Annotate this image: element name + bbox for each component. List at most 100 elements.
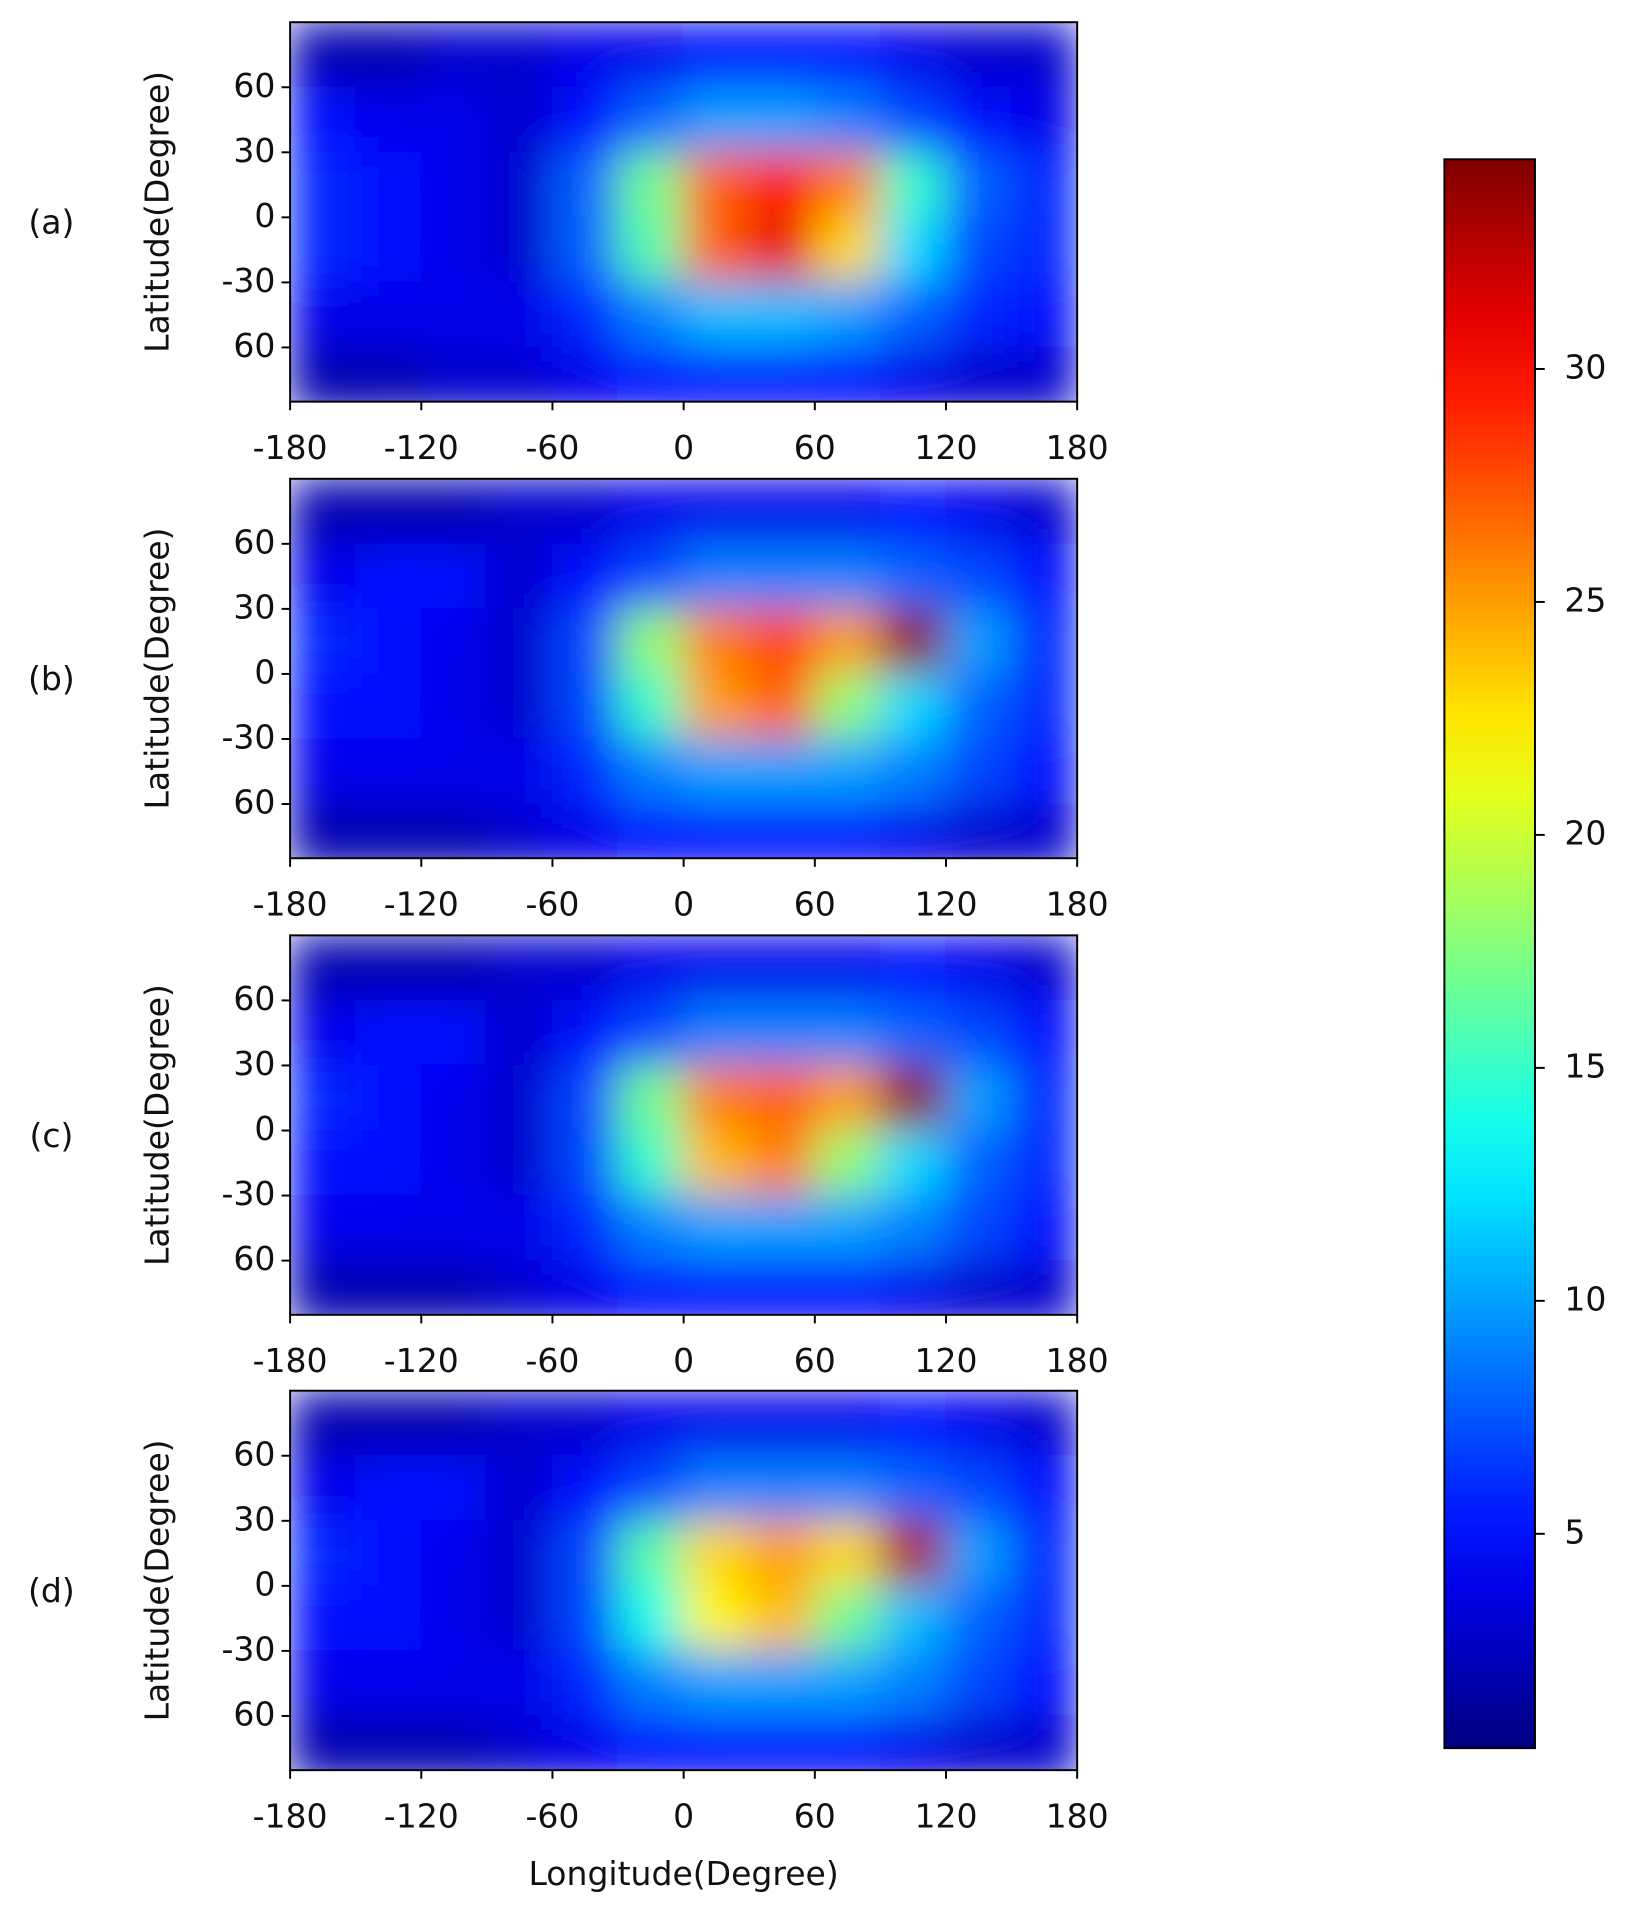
heatmap-cell: [748, 543, 816, 610]
heatmap-cell: [355, 1194, 422, 1262]
heatmap-cell: [748, 346, 816, 402]
y-tick-label: 60: [233, 979, 275, 1018]
heatmap-cell: [879, 673, 947, 740]
heatmap-cell: [486, 1585, 554, 1652]
heatmap-cell: [683, 1064, 750, 1132]
heatmap-cell: [683, 1390, 750, 1457]
heatmap-cell: [551, 673, 619, 740]
heatmap-cell: [1010, 543, 1078, 610]
heatmap-cell: [814, 216, 882, 284]
heatmap-cell: [617, 1129, 685, 1197]
heatmap-cell: [683, 1455, 750, 1522]
heatmap-clip: [290, 1390, 1078, 1771]
heatmap: [290, 935, 1078, 1315]
heatmap-cell: [814, 151, 882, 218]
heatmap-cell: [420, 608, 488, 675]
heatmap-cell: [290, 1455, 357, 1522]
heatmap-cell: [683, 673, 750, 740]
heatmap-cell: [683, 1650, 750, 1717]
heatmap-cell: [879, 999, 947, 1067]
heatmap-cell: [879, 1194, 947, 1262]
heatmap-cell: [551, 1390, 619, 1457]
x-tick-label: 60: [794, 1341, 836, 1380]
heatmap-cell: [486, 608, 554, 675]
heatmap-cell: [879, 1715, 947, 1771]
heatmap-cell: [551, 935, 619, 1002]
heatmap-cell: [1010, 1650, 1078, 1717]
heatmap-cell: [617, 1194, 685, 1262]
panel-label: (b): [28, 659, 75, 698]
heatmap-cell: [486, 1520, 554, 1587]
heatmap-cell: [420, 1715, 488, 1771]
heatmap-cell: [355, 1129, 422, 1197]
heatmap-cell: [748, 1259, 816, 1315]
heatmap-cell: [617, 22, 685, 88]
x-tick-label: 60: [794, 428, 836, 467]
heatmap-cell: [748, 1520, 816, 1587]
heatmap-cell: [551, 543, 619, 610]
heatmap-cell: [814, 1129, 882, 1197]
heatmap-cell: [945, 935, 1013, 1002]
heatmap-cell: [551, 151, 619, 218]
panel-label: (c): [29, 1116, 73, 1155]
y-tick-label: 30: [233, 131, 275, 170]
heatmap-cell: [617, 1585, 685, 1652]
heatmap-cell: [420, 738, 488, 805]
y-tick-label: -30: [221, 1174, 275, 1213]
x-tick-label: -60: [525, 884, 579, 923]
x-tick-label: 0: [673, 1796, 694, 1835]
heatmap-cell: [879, 151, 947, 218]
heatmap-cell: [420, 281, 488, 349]
heatmap-cell: [290, 1194, 357, 1262]
x-tick-label: 60: [794, 1796, 836, 1835]
heatmap-cell: [814, 1390, 882, 1457]
heatmap-cell: [551, 803, 619, 859]
heatmap-cell: [814, 1064, 882, 1132]
heatmap-cell: [879, 1129, 947, 1197]
heatmap-cell: [486, 1650, 554, 1717]
heatmap-cell: [945, 1585, 1013, 1652]
heatmap-cell: [945, 673, 1013, 740]
heatmap-cell: [420, 1520, 488, 1587]
y-tick-label: -30: [221, 261, 275, 300]
heatmap-cell: [879, 216, 947, 284]
heatmap-cell: [814, 999, 882, 1067]
heatmap-cell: [748, 608, 816, 675]
x-tick-label: 0: [673, 1341, 694, 1380]
heatmap-cell: [355, 1455, 422, 1522]
panel: -180 -120 -60 0 60 120 180 60 -30 0 30 60 Latitude(D…: [28, 477, 1109, 923]
heatmap-cell: [748, 151, 816, 218]
heatmap-cell: [420, 478, 488, 545]
heatmap-cell: [355, 346, 422, 402]
heatmap-cell: [1010, 999, 1078, 1067]
heatmap-cell: [290, 216, 357, 284]
heatmap-cell: [814, 738, 882, 805]
heatmap-cell: [551, 1520, 619, 1587]
heatmap-cell: [290, 151, 357, 218]
heatmap-cell: [551, 1455, 619, 1522]
x-tick-label: 120: [914, 884, 977, 923]
heatmap-cell: [683, 999, 750, 1067]
heatmap-cell: [814, 1650, 882, 1717]
heatmap-cell: [290, 738, 357, 805]
x-tick-label: -120: [384, 428, 459, 467]
x-tick-label: 120: [914, 1796, 977, 1835]
heatmap-cell: [420, 346, 488, 402]
heatmap-cell: [814, 346, 882, 402]
heatmap-cell: [748, 803, 816, 859]
x-tick-label: 180: [1046, 1341, 1109, 1380]
y-tick-label: 30: [233, 1044, 275, 1083]
heatmap-cell: [551, 1194, 619, 1262]
heatmap-cell: [290, 1585, 357, 1652]
heatmap-cell: [355, 1520, 422, 1587]
heatmap-cell: [748, 1715, 816, 1771]
heatmap-cell: [683, 803, 750, 859]
y-tick-label: 0: [254, 652, 275, 691]
heatmap-cell: [1010, 1259, 1078, 1315]
heatmap-cell: [290, 1064, 357, 1132]
heatmap-cell: [617, 346, 685, 402]
heatmap-cell: [420, 86, 488, 153]
heatmap-cell: [290, 346, 357, 402]
heatmap-cell: [748, 1194, 816, 1262]
heatmap-cell: [551, 1129, 619, 1197]
